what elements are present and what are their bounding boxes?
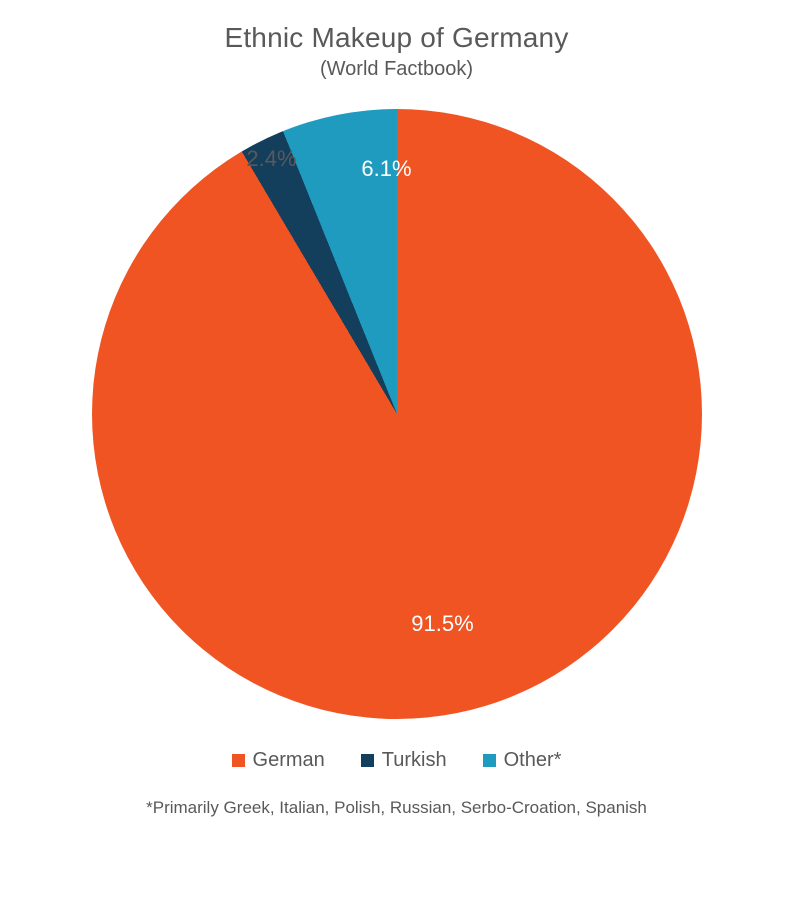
chart-title: Ethnic Makeup of Germany	[0, 22, 793, 54]
legend-label-0: German	[253, 749, 325, 772]
legend-swatch-0	[232, 754, 245, 767]
chart-area: 91.5% 2.4% 6.1%	[0, 109, 793, 719]
slice-label-2: 6.1%	[361, 156, 411, 182]
legend-label-2: Other*	[504, 749, 562, 772]
legend-item-1: Turkish	[361, 749, 447, 772]
chart-container: Ethnic Makeup of Germany (World Factbook…	[0, 22, 793, 904]
slice-label-0: 91.5%	[411, 611, 473, 637]
legend: German Turkish Other*	[0, 749, 793, 772]
chart-footnote: *Primarily Greek, Italian, Polish, Russi…	[0, 798, 793, 818]
pie-chart: 91.5% 2.4% 6.1%	[92, 109, 702, 719]
legend-swatch-1	[361, 754, 374, 767]
legend-item-0: German	[232, 749, 325, 772]
legend-swatch-2	[483, 754, 496, 767]
slice-label-1: 2.4%	[246, 146, 296, 172]
legend-label-1: Turkish	[382, 749, 447, 772]
legend-item-2: Other*	[483, 749, 562, 772]
chart-subtitle: (World Factbook)	[0, 58, 793, 81]
